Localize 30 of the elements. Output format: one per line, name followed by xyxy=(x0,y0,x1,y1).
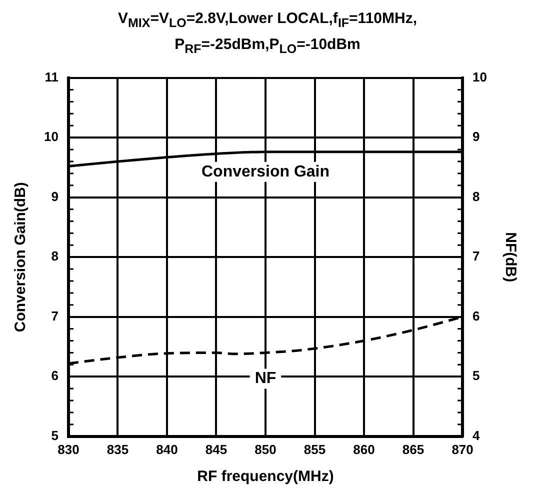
y2-axis-title: NF(dB) xyxy=(502,232,519,282)
y2-tick-label: 6 xyxy=(472,308,480,324)
x-tick-label: 865 xyxy=(402,442,424,457)
y2-tick-label: 10 xyxy=(472,69,488,84)
x-tick-label: 840 xyxy=(156,442,178,457)
x-tick-label: 860 xyxy=(353,442,375,457)
y-axis-title: Conversion Gain(dB) xyxy=(12,182,30,332)
series-label: NF xyxy=(254,370,276,388)
y-tick-label: 9 xyxy=(51,188,58,204)
x-tick-label: 870 xyxy=(452,442,474,457)
y2-tick-label: 7 xyxy=(472,248,480,264)
chart-title: V$_{MIX}$=V$_{LO}$=2.8V,Lower LOCAL,f$_{IF}$=110MHz, xyxy=(116,9,418,32)
series-label: Conversion Gain xyxy=(201,163,330,180)
x-tick-label: 855 xyxy=(304,442,326,457)
y-tick-label: 11 xyxy=(44,69,58,84)
y2-tick-label: 9 xyxy=(472,129,480,144)
x-tick-label: 835 xyxy=(106,442,129,457)
x-tick-label: 850 xyxy=(254,442,276,457)
y-tick-label: 7 xyxy=(51,308,58,324)
x-axis-title: RF frequency(MHz) xyxy=(197,468,334,486)
y2-tick-label: 4 xyxy=(472,428,481,443)
x-tick-label: 830 xyxy=(58,442,80,457)
x-tick-label: 845 xyxy=(205,442,228,457)
chart-subtitle: P$_{RF}$=-25dBm,P$_{LO}$=-10dBm xyxy=(174,35,362,58)
y2-tick-label: 8 xyxy=(472,188,480,204)
y-tick-label: 8 xyxy=(51,248,58,264)
y-tick-label: 6 xyxy=(51,368,58,384)
y-tick-label: 5 xyxy=(51,428,58,443)
y-tick-label: 10 xyxy=(44,129,58,144)
y2-tick-label: 5 xyxy=(472,368,480,384)
